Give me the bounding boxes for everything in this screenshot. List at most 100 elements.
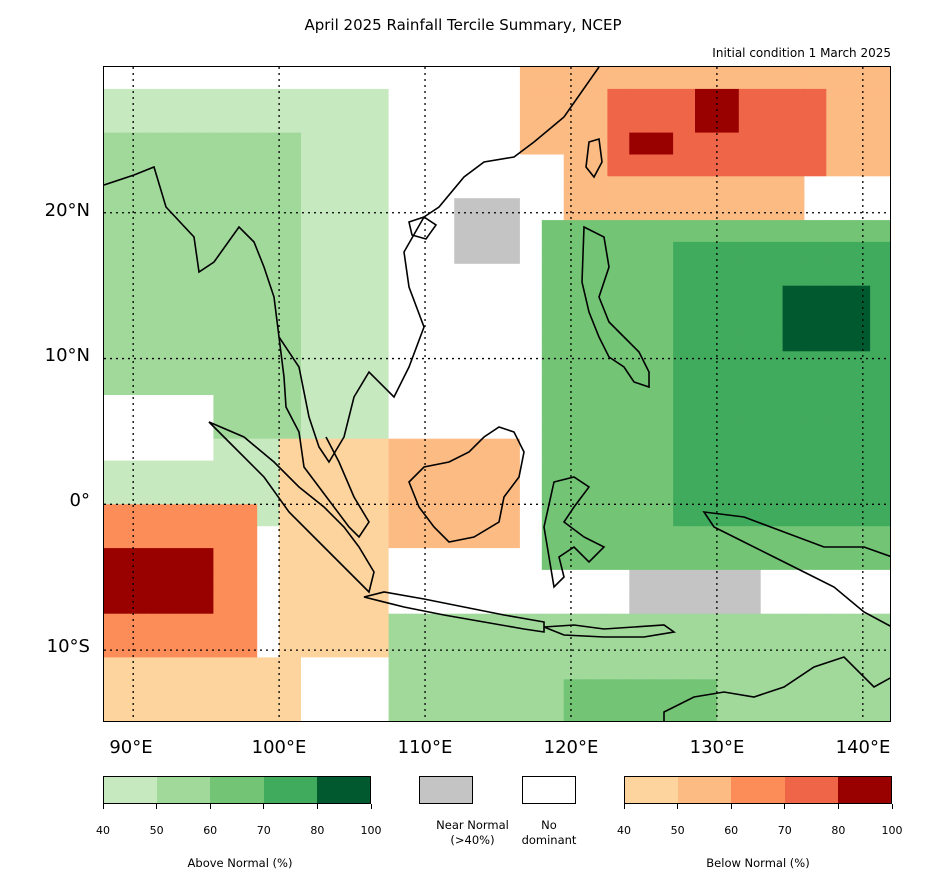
tercile-cell	[673, 88, 696, 112]
tercile-cell	[498, 263, 521, 287]
tercile-cell	[235, 416, 258, 440]
tercile-cell	[607, 548, 630, 571]
tercile-cell	[279, 67, 302, 90]
tercile-cell	[344, 460, 368, 484]
tercile-cell	[848, 482, 871, 505]
tercile-cell	[695, 154, 718, 177]
tercile-cell	[213, 241, 236, 265]
tercile-cell	[870, 307, 890, 330]
below-normal-tick-label: 50	[670, 824, 685, 837]
tercile-cell	[541, 285, 565, 309]
tercile-cell	[826, 395, 849, 418]
tercile-cell	[410, 88, 433, 112]
tercile-cell	[826, 241, 849, 265]
tercile-cell	[104, 351, 127, 374]
tercile-cell	[585, 569, 609, 593]
tercile-cell	[344, 154, 368, 177]
tercile-cell	[410, 373, 433, 396]
tercile-cell	[673, 657, 696, 680]
tercile-cell	[301, 526, 324, 549]
tercile-cell	[125, 395, 149, 418]
tercile-cell	[235, 613, 258, 637]
tercile-cell	[301, 220, 324, 243]
tercile-cell	[104, 67, 127, 90]
tercile-cell	[629, 351, 652, 374]
tercile-cell	[541, 67, 565, 90]
tercile-cell	[585, 482, 609, 505]
tercile-cell	[498, 307, 521, 330]
above-normal-tick-label: 70	[256, 824, 271, 837]
below-normal-tick-label: 60	[724, 824, 739, 837]
tercile-cell	[651, 569, 674, 593]
tercile-cell	[695, 67, 718, 90]
coastline-sumatra	[208, 421, 375, 594]
tercile-cell	[498, 460, 521, 484]
tercile-cell	[716, 635, 740, 658]
tercile-cell	[738, 220, 762, 243]
tercile-cell	[125, 110, 149, 134]
no-dominant-swatch	[522, 776, 576, 804]
above-normal-segment	[104, 777, 158, 803]
tercile-cell	[235, 548, 258, 571]
tercile-cell	[213, 482, 236, 505]
tercile-cell	[716, 395, 740, 418]
tercile-cell	[432, 285, 455, 309]
tercile-cell	[673, 438, 696, 462]
tercile-cell	[322, 88, 346, 112]
tercile-cell	[541, 701, 565, 721]
tercile-cell	[498, 613, 521, 637]
tercile-cell	[147, 482, 171, 505]
tercile-cell	[782, 591, 806, 615]
tercile-cell	[476, 351, 499, 374]
tercile-cell	[782, 526, 806, 549]
tercile-cell	[563, 460, 587, 484]
tercile-cell	[476, 569, 499, 593]
tercile-cell	[454, 526, 477, 549]
tercile-cell	[366, 110, 390, 134]
tercile-cell	[870, 701, 890, 721]
tercile-cell	[279, 154, 302, 177]
tercile-cell	[498, 635, 521, 658]
tercile-cell	[301, 307, 324, 330]
lon-label-100e: 100°E	[251, 737, 307, 758]
tercile-cell	[673, 591, 696, 615]
tercile-cell	[695, 679, 718, 702]
tercile-cell	[191, 395, 215, 418]
tercile-cell	[848, 88, 871, 112]
tercile-cell	[366, 351, 390, 374]
no-dominant-caption: No dominant	[505, 818, 593, 848]
tercile-cell	[169, 329, 193, 352]
tercile-cell	[169, 460, 193, 484]
tercile-cell	[213, 285, 236, 309]
tercile-cell	[257, 110, 280, 134]
tercile-cell	[104, 132, 127, 156]
tercile-cell	[147, 373, 171, 396]
tercile-cell	[344, 67, 368, 90]
tercile-cell	[235, 657, 258, 680]
tercile-cell	[235, 67, 258, 90]
tercile-cell	[213, 307, 236, 330]
tercile-cell	[629, 460, 652, 484]
tercile-cell	[322, 285, 346, 309]
tercile-cell	[738, 132, 762, 156]
tercile-cell	[738, 198, 762, 221]
tercile-cell	[344, 569, 368, 593]
tercile-cell	[651, 110, 674, 134]
tercile-cell	[366, 373, 390, 396]
tercile-cell	[563, 198, 587, 221]
tercile-cell	[191, 285, 215, 309]
tercile-cell	[651, 395, 674, 418]
tercile-cell	[169, 154, 193, 177]
tercile-cell	[147, 526, 171, 549]
tercile-cell	[651, 88, 674, 112]
tercile-cell	[695, 176, 718, 199]
tercile-cell	[279, 504, 302, 527]
tercile-cell	[191, 220, 215, 243]
tercile-cell	[301, 241, 324, 265]
tercile-cell	[870, 504, 890, 527]
tercile-cell	[695, 88, 718, 112]
tercile-cell	[410, 657, 433, 680]
tercile-cell	[410, 504, 433, 527]
tercile-cell	[760, 241, 784, 265]
tercile-cell	[673, 329, 696, 352]
